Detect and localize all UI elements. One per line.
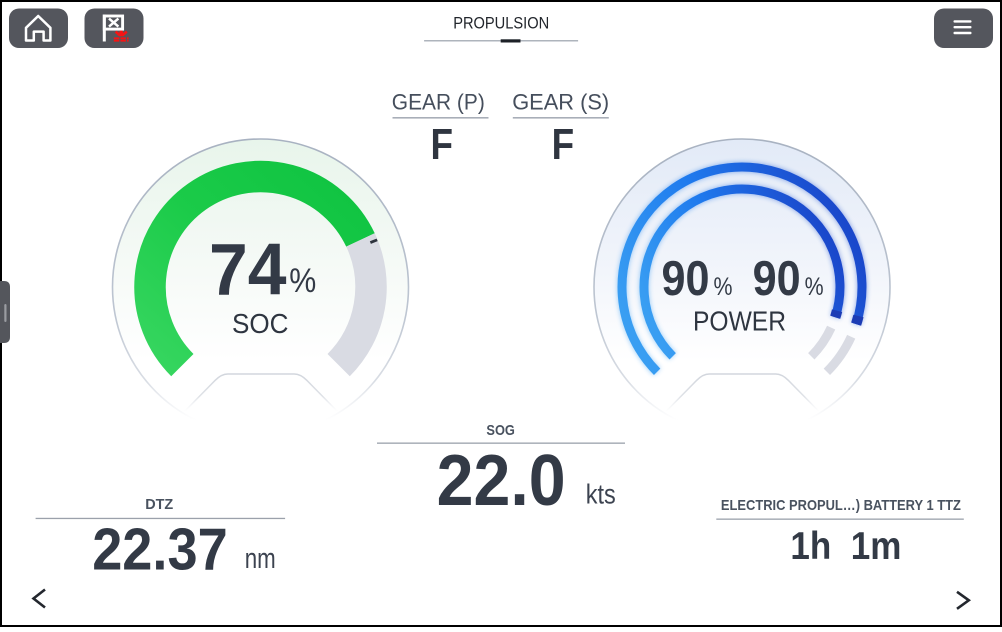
svg-text:90: 90: [662, 251, 710, 306]
svg-text:ELECTRIC PROPUL…) BATTERY 1 TT: ELECTRIC PROPUL…) BATTERY 1 TTZ: [721, 498, 961, 514]
svg-text:SOC: SOC: [232, 308, 289, 339]
svg-text:22.37: 22.37: [92, 516, 228, 582]
svg-text:SOG: SOG: [486, 423, 515, 439]
svg-text:F: F: [552, 121, 575, 169]
svg-text:%: %: [289, 262, 316, 300]
svg-text:PROPULSION: PROPULSION: [453, 13, 549, 32]
svg-text:nm: nm: [245, 543, 276, 575]
svg-text:22.0: 22.0: [437, 440, 566, 521]
svg-text:90: 90: [753, 251, 801, 306]
svg-text:GEAR (S): GEAR (S): [512, 90, 609, 115]
svg-text:1h 1m: 1h 1m: [790, 525, 901, 568]
svg-text:F: F: [431, 121, 454, 169]
svg-text:POWER: POWER: [693, 306, 786, 337]
svg-text:%: %: [714, 273, 733, 301]
svg-text:DTZ: DTZ: [145, 497, 173, 513]
svg-text:%: %: [805, 273, 824, 301]
svg-text:kts: kts: [586, 479, 616, 510]
svg-text:74: 74: [209, 230, 287, 311]
svg-text:GEAR (P): GEAR (P): [392, 90, 485, 115]
